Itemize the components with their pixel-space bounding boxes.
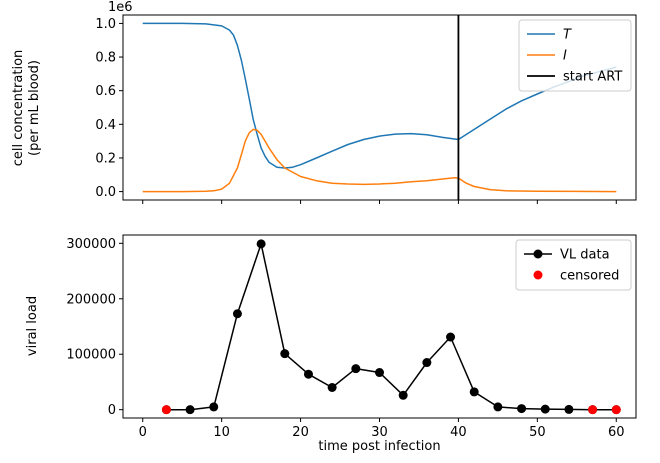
x-tick-label: 30 <box>371 425 388 440</box>
top-plot-frame <box>122 14 637 201</box>
legend-marker <box>533 249 543 259</box>
top-plot-lines <box>142 15 617 200</box>
legend-box <box>515 239 632 291</box>
data-point-vl-data <box>303 369 313 379</box>
data-point-vl-data <box>209 402 219 412</box>
data-point-vl-data <box>493 402 503 412</box>
data-point-censored <box>161 405 171 415</box>
x-tick-label: 40 <box>450 425 467 440</box>
legend-label: start ART <box>563 70 622 85</box>
data-point-vl-data <box>256 239 266 249</box>
legend-label: T <box>563 28 572 43</box>
y-tick-label: 300000 <box>66 237 116 252</box>
data-point-censored <box>588 405 598 415</box>
data-point-vl-data <box>540 404 550 414</box>
x-tick-label: 20 <box>292 425 309 440</box>
data-point-vl-data <box>564 404 574 414</box>
top-plot-ylabel-line2: (per mL blood) <box>27 60 42 156</box>
data-point-vl-data <box>469 387 479 397</box>
y-tick-label: 0.4 <box>95 118 116 133</box>
bottom-plot-frame <box>122 234 637 419</box>
y-tick-label: 1.0 <box>95 17 116 32</box>
data-point-vl-data <box>351 364 361 374</box>
top-plot-ticks: 0.0 0.2 0.4 0.6 0.8 1.0 <box>95 17 617 204</box>
data-point-vl-data <box>375 368 384 378</box>
data-point-vl-data <box>398 390 408 400</box>
y-tick-label: 0.6 <box>95 84 116 99</box>
x-tick-label: 0 <box>139 425 147 440</box>
series-line-i <box>142 128 617 193</box>
y-tick-label: 100000 <box>66 348 116 363</box>
y-tick-label: 0.2 <box>95 151 116 166</box>
top-plot-ylabel-line1: cell concentration <box>11 50 26 167</box>
data-point-vl-data <box>446 332 456 342</box>
data-point-vl-data <box>327 383 337 392</box>
bottom-plot-ticks: 0 10 20 30 40 50 60 0 100000 200000 300000 <box>66 237 624 440</box>
x-tick-label: 50 <box>529 425 546 440</box>
top-plot-offset-text: 1e6 <box>108 0 133 15</box>
x-tick-label: 10 <box>213 425 230 440</box>
legend-label: I <box>563 49 567 64</box>
data-point-vl-data <box>185 405 195 415</box>
legend-label: VL data <box>560 248 610 263</box>
data-point-vl-data <box>232 309 242 319</box>
legend-label: censored <box>560 269 619 284</box>
data-point-vl-data <box>422 358 432 368</box>
y-tick-label: 200000 <box>66 292 116 307</box>
y-tick-label: 0.0 <box>95 185 116 200</box>
y-tick-label: 0 <box>108 403 116 418</box>
legend-marker <box>533 270 543 280</box>
bottom-plot-lines <box>161 239 621 415</box>
series-line-t <box>142 22 617 169</box>
bottom-plot-ylabel: viral load <box>25 296 40 356</box>
x-tick-label: 60 <box>608 425 625 440</box>
data-point-vl-data <box>517 404 527 414</box>
data-point-vl-data <box>280 349 290 359</box>
bottom-plot: 0 10 20 30 40 50 60 0 100000 200000 300000 time po… <box>25 234 637 454</box>
bottom-plot-legend: VL data censored <box>515 239 632 291</box>
y-tick-label: 0.8 <box>95 51 116 66</box>
legend-box <box>518 19 632 92</box>
top-plot: 0.0 0.2 0.4 0.6 0.8 1.0 1e6 cell concentratio… <box>11 0 637 204</box>
bottom-plot-xlabel: time post infection <box>318 439 440 454</box>
data-point-censored <box>611 405 621 415</box>
